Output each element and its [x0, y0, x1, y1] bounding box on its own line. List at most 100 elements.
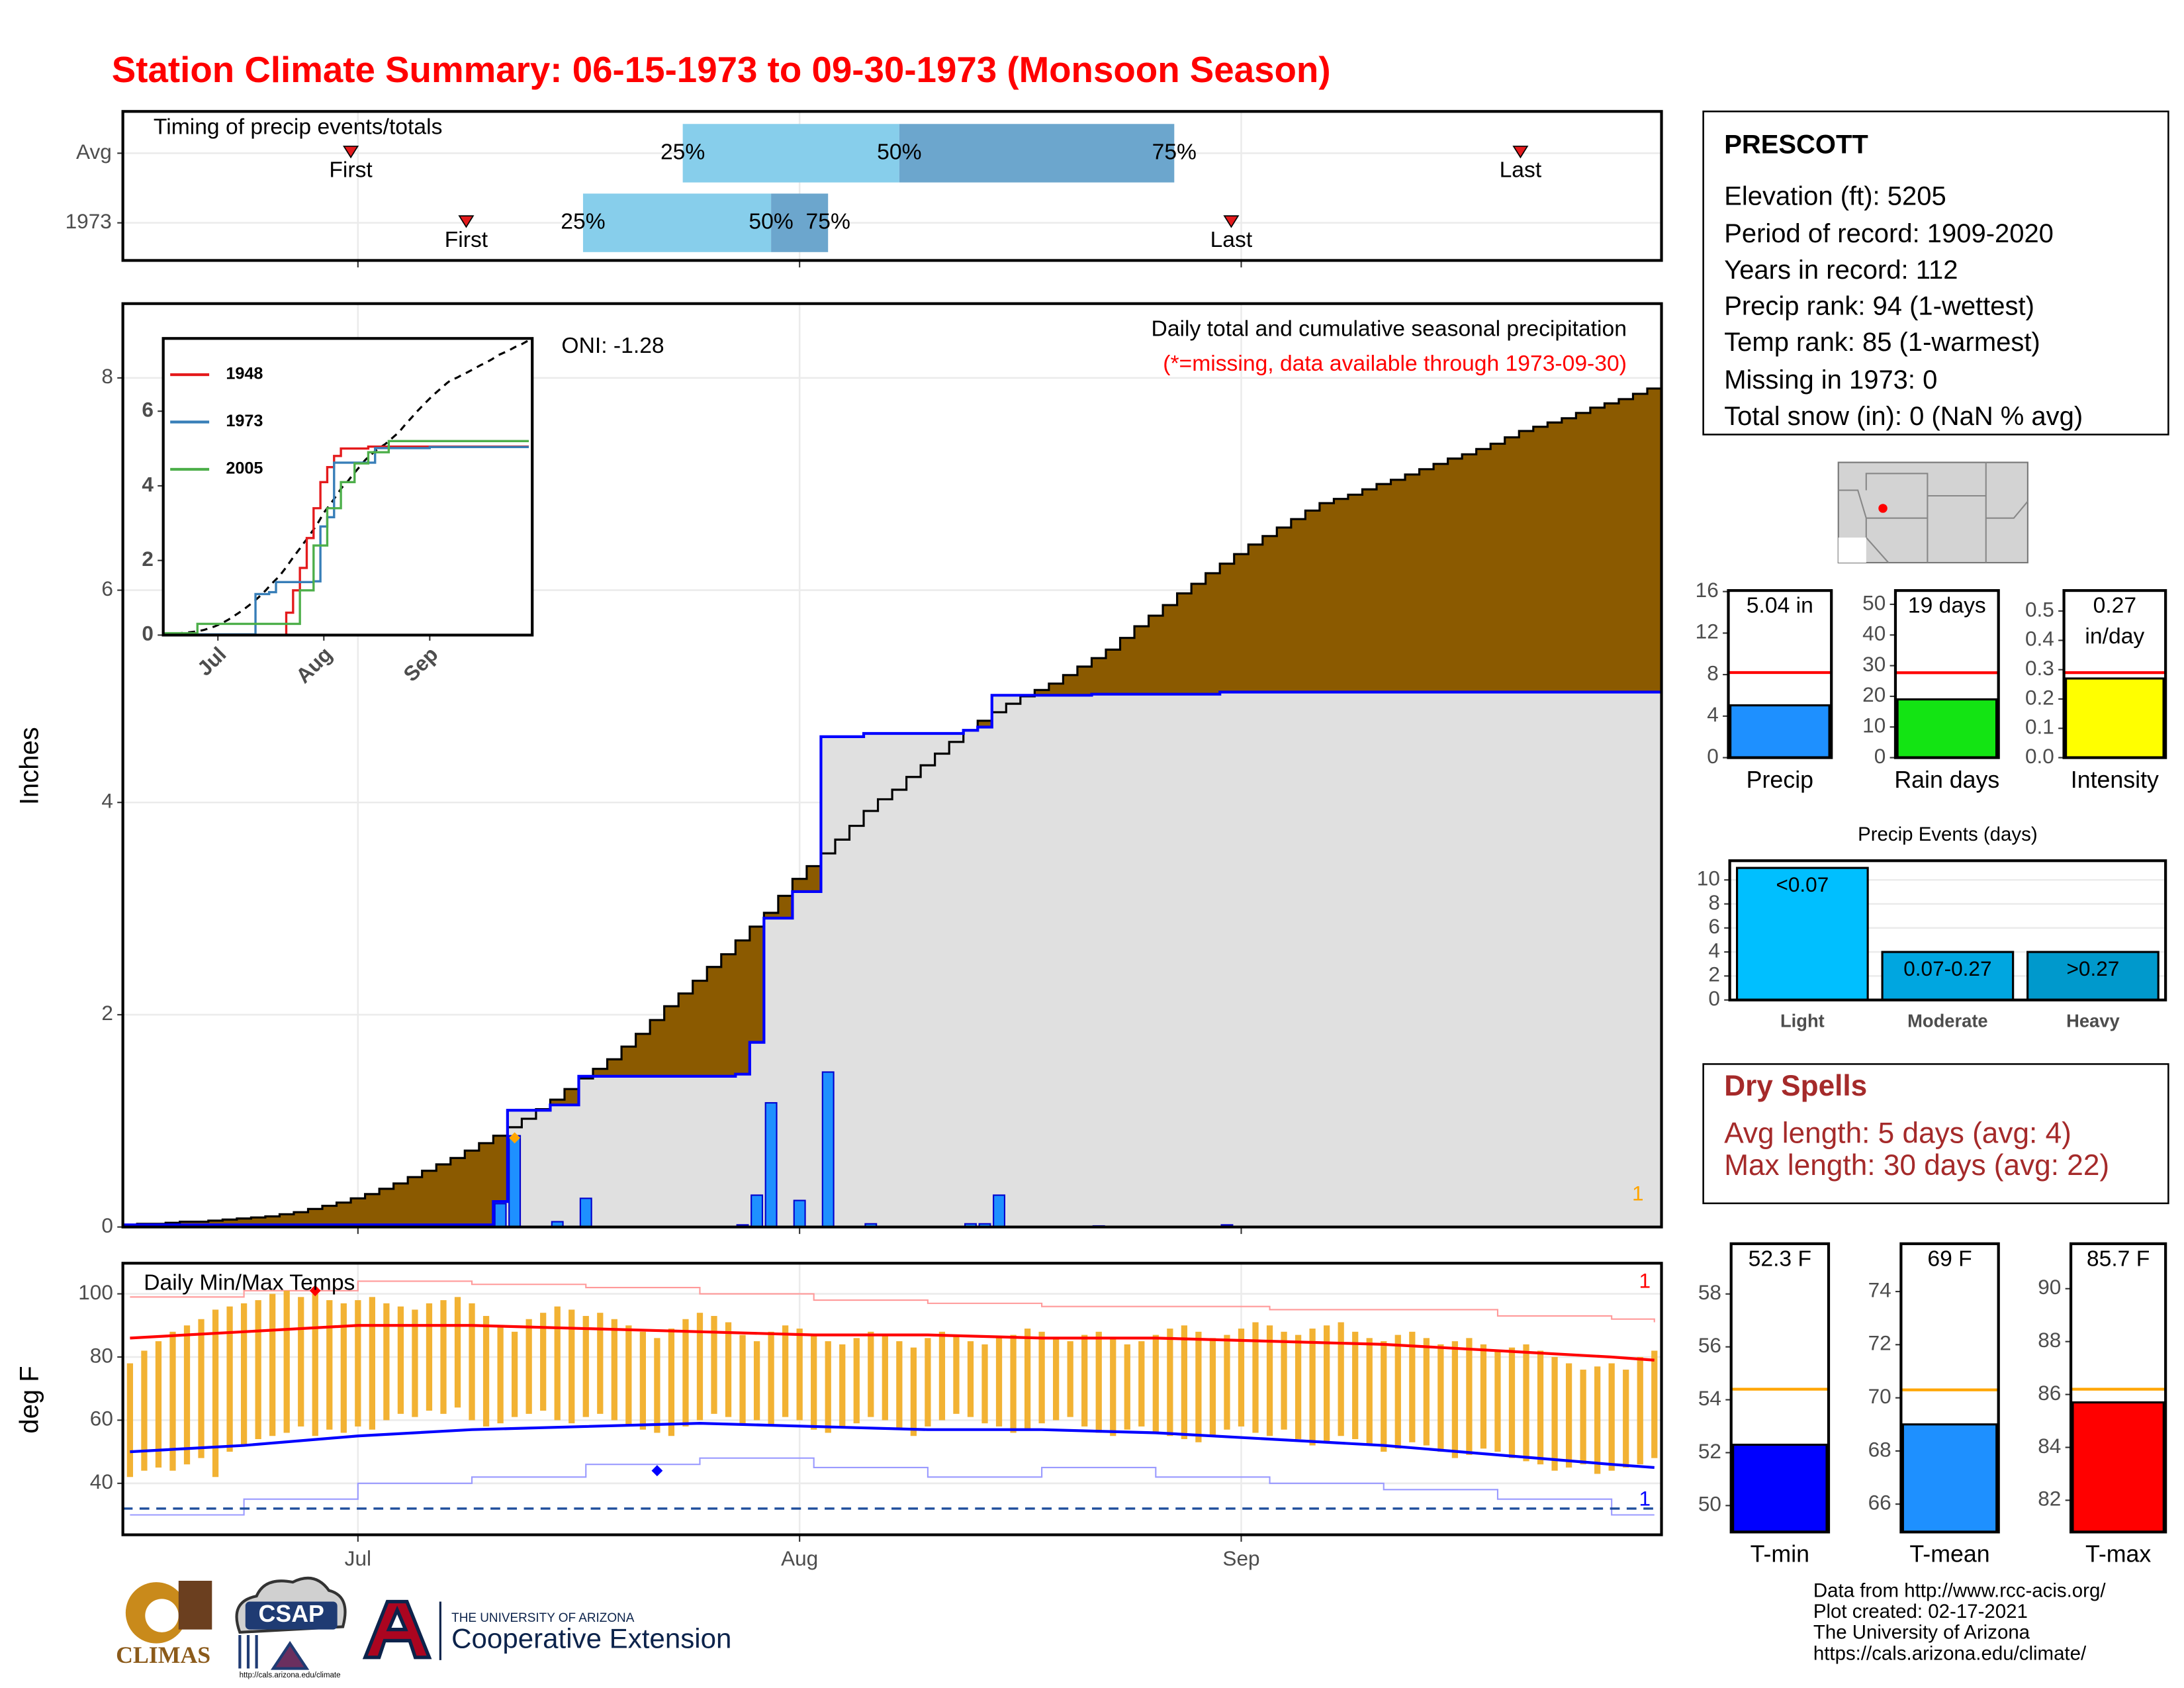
- value-label: 69 F: [1927, 1248, 1972, 1272]
- temperature-range-bar: [497, 1325, 504, 1424]
- station-line: Period of record: 1909-2020: [1724, 219, 2054, 248]
- temperature-range-bar: [554, 1306, 561, 1421]
- y-axis-label: Inches: [15, 727, 44, 805]
- quantile-label: 50%: [749, 210, 793, 234]
- temperature-range-bar: [1138, 1341, 1145, 1427]
- temperature-range-bar: [1637, 1356, 1643, 1465]
- temperature-range-bar: [340, 1303, 347, 1433]
- temperature-range-bar: [782, 1325, 789, 1417]
- y-tick-label: 50: [1698, 1492, 1721, 1516]
- temperature-range-bar: [1494, 1350, 1501, 1452]
- category-label: Moderate: [1907, 1011, 1988, 1031]
- y-tick-label: Avg: [76, 140, 112, 164]
- temperature-range-bar: [853, 1338, 860, 1424]
- daily-precip-bar: [751, 1194, 764, 1228]
- event-marker: [343, 146, 359, 159]
- temperature-range-bar: [469, 1303, 475, 1421]
- temperature-range-bar: [882, 1335, 888, 1421]
- temperature-range-bar: [597, 1313, 604, 1414]
- y-tick-label: 8: [1708, 890, 1720, 914]
- temperature-range-bar: [1295, 1335, 1302, 1440]
- temperature-range-bar: [1338, 1322, 1344, 1436]
- temperature-range-bar: [397, 1306, 404, 1414]
- event-label: First: [445, 228, 488, 252]
- temperature-range-bar: [240, 1303, 248, 1446]
- record-count: 1: [1639, 1269, 1651, 1293]
- y-tick-label: 90: [2038, 1275, 2061, 1299]
- temperature-range-bar: [226, 1306, 233, 1452]
- temperature-range-bar: [212, 1309, 219, 1477]
- y-tick-label: 0: [1708, 986, 1720, 1010]
- quantile-label: 75%: [806, 210, 850, 234]
- y-tick-label: 2: [142, 547, 154, 571]
- daily-precip-bar: [508, 1135, 522, 1228]
- credit-line: The University of Arizona: [1813, 1622, 2030, 1644]
- legend-label: 1948: [226, 365, 263, 383]
- bar: [2065, 677, 2165, 759]
- quantile-bar: [771, 193, 829, 252]
- temperature-range-bar: [1124, 1344, 1130, 1430]
- event-marker: [458, 215, 475, 228]
- chart-title: Daily total and cumulative seasonal prec…: [1152, 317, 1627, 342]
- temperature-range-bar: [1010, 1335, 1017, 1433]
- temperature-range-bar: [169, 1331, 176, 1471]
- temperature-range-bar: [967, 1341, 974, 1417]
- chart-subtitle: (*=missing, data available through 1973-…: [1163, 352, 1627, 376]
- temperature-range-bar: [525, 1319, 532, 1414]
- y-tick-label: 52: [1698, 1439, 1721, 1463]
- event-marker: [1223, 215, 1240, 228]
- value-label-box: 52.3 F: [1749, 1248, 1811, 1272]
- station-line: Precip rank: 94 (1-wettest): [1724, 292, 2034, 321]
- y-tick-label: 86: [2038, 1381, 2061, 1405]
- bar: [2071, 1401, 2165, 1533]
- temperature-range-bar: [1152, 1335, 1159, 1433]
- record-high-line: [130, 1280, 1655, 1323]
- temperature-range-bar: [582, 1315, 589, 1417]
- y-tick-label: 0: [142, 622, 154, 645]
- y-tick-label: 58: [1698, 1280, 1721, 1304]
- value-label: 85.7 F: [2086, 1248, 2150, 1272]
- category-label: T-max: [2085, 1541, 2151, 1568]
- y-tick-label: 20: [1862, 682, 1886, 706]
- y-tick-label: 56: [1698, 1333, 1721, 1357]
- temperature-range-bar: [925, 1338, 931, 1427]
- timing-frame: [121, 110, 1663, 262]
- y-tick-label: 8: [101, 364, 113, 388]
- y-tick-label: 0: [101, 1213, 113, 1237]
- temperature-range-bar: [1224, 1335, 1230, 1430]
- temperature-range-bar: [811, 1335, 817, 1430]
- temperature-range-bar: [868, 1331, 874, 1417]
- y-tick-label: 0.1: [2025, 715, 2054, 739]
- y-tick-label: 60: [90, 1407, 113, 1430]
- station-line: Years in record: 112: [1724, 256, 1958, 285]
- temperature-range-bar: [1551, 1356, 1558, 1471]
- corner-note: 1: [1632, 1182, 1644, 1205]
- y-tick-label: 10: [1697, 867, 1720, 890]
- temperature-range-bar: [155, 1341, 162, 1468]
- page-title: Station Climate Summary: 06-15-1973 to 0…: [112, 49, 1331, 90]
- temperature-range-bar: [1352, 1331, 1359, 1440]
- bar-frame: [2062, 588, 2167, 759]
- station-line: Total snow (in): 0 (NaN % avg): [1724, 402, 2083, 431]
- category-label: Precip: [1747, 767, 1813, 793]
- quantile-label: 50%: [877, 140, 921, 164]
- dry-spells-title: Dry Spells: [1724, 1070, 1867, 1102]
- temperature-range-bar: [1537, 1350, 1544, 1465]
- observed-cumulative-line: [122, 690, 1662, 1227]
- climas-emblem-block: [178, 1580, 212, 1630]
- temperature-range-bar: [269, 1293, 276, 1436]
- temperature-range-bar: [383, 1303, 390, 1421]
- bar-label: >0.27: [2066, 957, 2119, 980]
- temperature-range-bar: [1038, 1331, 1045, 1424]
- temperature-range-bar: [1053, 1338, 1060, 1421]
- temperature-range-bar: [1366, 1338, 1373, 1446]
- university-name: THE UNIVERSITY OF ARIZONA: [451, 1611, 635, 1625]
- temperature-range-bar: [796, 1329, 803, 1421]
- temperature-range-bar: [369, 1297, 375, 1430]
- average-low-line: [130, 1422, 1655, 1470]
- temperature-range-bar: [1195, 1331, 1202, 1442]
- temperature-range-bar: [625, 1325, 632, 1427]
- climas-logo-text: CLIMAS: [116, 1642, 210, 1668]
- temperature-range-bar: [482, 1315, 490, 1427]
